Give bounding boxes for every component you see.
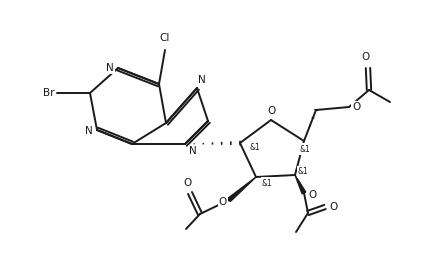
Text: &1: &1	[250, 142, 261, 151]
Text: N: N	[189, 146, 197, 156]
Text: O: O	[362, 52, 370, 62]
Polygon shape	[228, 177, 256, 201]
Text: O: O	[308, 190, 316, 200]
Text: &1: &1	[300, 145, 311, 153]
Text: O: O	[268, 106, 276, 116]
Text: N: N	[106, 63, 114, 73]
Text: Br: Br	[42, 88, 54, 98]
Text: O: O	[352, 102, 360, 112]
Polygon shape	[295, 175, 306, 194]
Text: O: O	[329, 202, 337, 212]
Text: N: N	[198, 75, 206, 85]
Text: N: N	[85, 126, 93, 136]
Text: Cl: Cl	[160, 33, 170, 43]
Text: &1: &1	[298, 167, 309, 177]
Text: &1: &1	[262, 179, 273, 187]
Text: O: O	[183, 178, 191, 188]
Text: O: O	[219, 197, 227, 207]
